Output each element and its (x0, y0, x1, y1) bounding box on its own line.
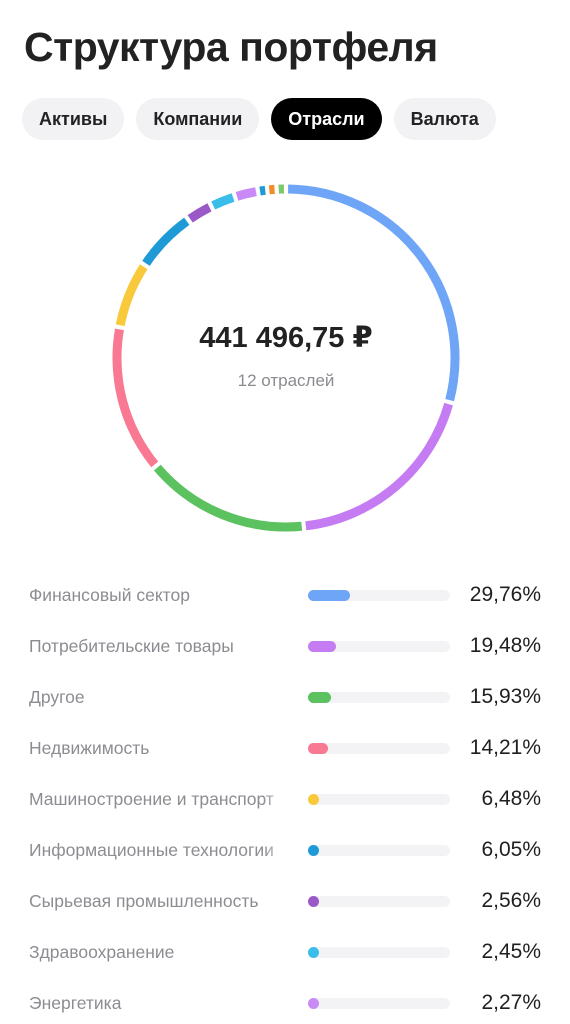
sector-percent: 6,05% (481, 838, 541, 861)
sector-bar-track (308, 794, 450, 805)
sector-row[interactable]: Энергетика 2,27% (0, 978, 570, 1024)
sector-percent: 14,21% (469, 736, 541, 759)
sector-bar-fill (308, 998, 319, 1009)
sector-row[interactable]: Другое 15,93% (0, 672, 570, 723)
sector-bar-track (308, 845, 450, 856)
sector-name: Здравоохранение (29, 942, 175, 962)
donut-center: 441 496,75 ₽ 12 отраслей (110, 182, 462, 534)
sector-bar-track (308, 641, 450, 652)
sector-bar-fill (308, 947, 319, 958)
donut-chart: 441 496,75 ₽ 12 отраслей (110, 182, 462, 534)
sector-bar-track (308, 947, 450, 958)
sector-name: Недвижимость (29, 738, 150, 758)
donut-chart-svg (112, 184, 460, 532)
sector-bar-fill (308, 794, 319, 805)
sectors-count: 12 отраслей (237, 370, 335, 390)
sector-row[interactable]: Сырьевая промышленность 2,56% (0, 876, 570, 927)
sector-bar-fill (308, 845, 319, 856)
sector-bar-fill (308, 692, 331, 703)
sector-bar-fill (308, 896, 319, 907)
donut-segment[interactable] (259, 185, 266, 196)
donut-segment[interactable] (305, 402, 453, 531)
sector-bar-fill (308, 743, 329, 754)
sector-bar-track (308, 998, 450, 1009)
sector-name: Сырьевая промышленность (29, 891, 259, 911)
donut-segment[interactable] (235, 187, 257, 201)
sector-row[interactable]: Машиностроение и транспорт 6,48% (0, 774, 570, 825)
sector-percent: 19,48% (469, 634, 541, 657)
sector-name: Финансовый сектор (29, 585, 190, 605)
sector-bar-track (308, 692, 450, 703)
sector-percent: 15,93% (469, 685, 541, 708)
sector-percent: 2,27% (481, 991, 541, 1014)
sector-list: Финансовый сектор 29,76% Потребительские т… (0, 570, 570, 1024)
sector-name: Машиностроение и транспорт (29, 789, 274, 809)
tab-companies[interactable]: Компании (136, 98, 260, 140)
segment-tabs: Активы Компании Отрасли Валюта (22, 98, 496, 140)
donut-segment[interactable] (115, 264, 148, 327)
donut-segment[interactable] (288, 184, 460, 402)
sector-percent: 2,45% (481, 940, 541, 963)
donut-segment[interactable] (153, 464, 303, 532)
sector-name: Энергетика (29, 993, 122, 1013)
sector-bar-track (308, 590, 450, 601)
sector-percent: 6,48% (481, 787, 541, 810)
donut-segment[interactable] (211, 193, 235, 210)
page-title: Структура портфеля (24, 24, 438, 70)
sector-bar-track (308, 896, 450, 907)
sector-bar-fill (308, 641, 336, 652)
sector-name: Потребительские товары (29, 636, 234, 656)
sector-percent: 29,76% (469, 583, 541, 606)
sector-row[interactable]: Информационные технологии 6,05% (0, 825, 570, 876)
portfolio-total: 441 496,75 ₽ (199, 321, 373, 354)
donut-segment[interactable] (142, 217, 190, 266)
sector-name: Другое (29, 687, 85, 707)
tab-currency[interactable]: Валюта (393, 98, 496, 140)
donut-segment[interactable] (112, 328, 159, 468)
sector-row[interactable]: Здравоохранение 2,45% (0, 927, 570, 978)
sector-row[interactable]: Недвижимость 14,21% (0, 723, 570, 774)
tab-assets[interactable]: Активы (22, 98, 125, 140)
sector-name: Информационные технологии (29, 840, 274, 860)
sector-percent: 2,56% (481, 889, 541, 912)
sector-row[interactable]: Финансовый сектор 29,76% (0, 570, 570, 621)
sector-bar-fill (308, 590, 351, 601)
donut-segment[interactable] (187, 203, 212, 223)
tab-sectors[interactable]: Отрасли (271, 98, 382, 140)
sector-bar-track (308, 743, 450, 754)
sector-row[interactable]: Потребительские товары 19,48% (0, 621, 570, 672)
